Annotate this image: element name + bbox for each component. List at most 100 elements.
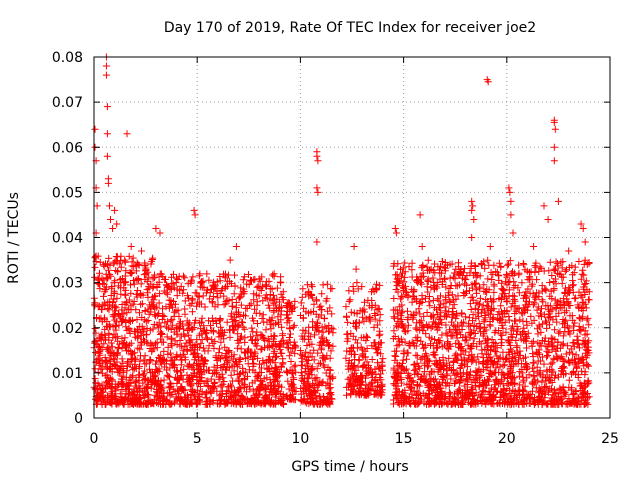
data-point <box>188 308 196 316</box>
data-point <box>104 374 112 382</box>
data-point <box>127 306 135 314</box>
data-point <box>99 301 107 309</box>
data-point <box>148 293 156 301</box>
data-point <box>133 293 141 301</box>
data-point <box>121 334 129 342</box>
data-point <box>142 318 150 326</box>
data-point <box>113 294 121 302</box>
data-point <box>287 330 294 338</box>
data-point <box>283 367 290 375</box>
data-point <box>140 370 148 378</box>
data-point <box>168 335 176 343</box>
data-point <box>271 301 279 309</box>
data-point <box>177 361 185 369</box>
data-point <box>180 365 188 373</box>
data-point <box>256 384 264 392</box>
data-point <box>283 339 291 347</box>
data-point <box>106 355 114 363</box>
data-point <box>100 276 108 284</box>
data-point <box>160 287 168 295</box>
data-point <box>249 362 257 370</box>
data-point <box>153 321 161 329</box>
data-point <box>188 276 196 284</box>
data-point <box>271 364 279 372</box>
data-point <box>163 323 171 331</box>
data-point <box>231 389 239 397</box>
data-point <box>227 371 235 379</box>
data-point <box>129 394 137 402</box>
data-point <box>229 302 237 310</box>
data-point <box>290 341 298 349</box>
data-point <box>167 297 175 304</box>
data-point <box>212 352 220 360</box>
data-point <box>271 378 279 386</box>
data-point <box>225 271 232 279</box>
data-point <box>149 275 157 283</box>
data-point <box>91 254 99 262</box>
data-point <box>194 292 202 300</box>
data-point <box>287 348 295 356</box>
y-tick-label: 0.03 <box>52 276 83 292</box>
data-point <box>195 331 203 339</box>
data-point <box>206 387 214 395</box>
data-point <box>131 360 139 368</box>
data-point <box>202 377 210 385</box>
data-point <box>270 306 278 314</box>
data-point <box>118 375 125 383</box>
x-tick-label: 10 <box>291 431 309 447</box>
data-point <box>141 360 149 368</box>
data-point <box>230 351 238 359</box>
data-point <box>245 281 253 289</box>
data-point <box>147 356 155 364</box>
data-point <box>273 365 281 373</box>
data-point <box>122 373 130 381</box>
data-point <box>217 323 225 331</box>
data-point <box>140 356 148 364</box>
data-point <box>123 347 130 355</box>
data-point <box>130 328 138 336</box>
data-point <box>136 394 144 402</box>
data-point <box>255 387 263 395</box>
data-point <box>235 294 243 302</box>
data-point <box>134 334 142 342</box>
data-point <box>249 396 257 404</box>
data-point <box>173 274 180 282</box>
data-point <box>244 353 252 361</box>
data-point <box>122 286 130 294</box>
data-point <box>115 321 123 329</box>
data-point <box>239 364 247 372</box>
data-point <box>147 399 155 407</box>
data-point <box>103 275 111 283</box>
data-point <box>153 399 160 407</box>
data-point <box>103 398 111 406</box>
data-point <box>136 384 144 392</box>
data-point <box>163 333 171 341</box>
data-point <box>133 316 141 324</box>
data-point <box>138 300 146 308</box>
data-point <box>164 372 172 380</box>
data-point <box>219 380 227 388</box>
data-point <box>257 400 265 408</box>
data-point <box>201 303 209 311</box>
data-point <box>109 323 117 331</box>
data-point <box>169 321 177 329</box>
data-point <box>233 344 241 352</box>
data-point <box>160 347 168 355</box>
data-point <box>110 287 118 295</box>
data-point <box>160 357 168 365</box>
data-point <box>138 323 146 331</box>
data-points <box>90 53 593 408</box>
data-point <box>278 293 286 301</box>
data-point <box>101 354 109 361</box>
data-point <box>217 381 225 389</box>
data-point <box>127 270 135 277</box>
data-point <box>102 378 110 386</box>
data-point <box>191 388 199 396</box>
data-point <box>118 395 126 403</box>
data-point <box>265 353 273 361</box>
data-point <box>142 330 150 338</box>
data-point <box>246 385 254 393</box>
data-point <box>225 347 233 354</box>
data-point <box>167 317 175 325</box>
data-point <box>251 339 259 347</box>
